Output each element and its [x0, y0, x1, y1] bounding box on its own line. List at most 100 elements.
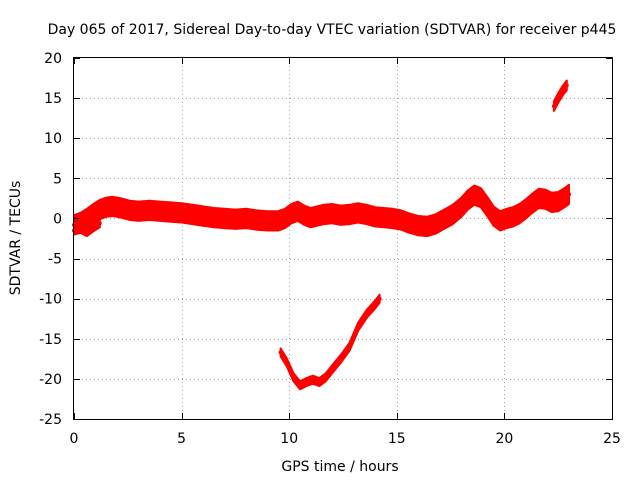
data-point	[104, 205, 109, 210]
data-point	[298, 383, 302, 388]
y-axis-label: SDTVAR / TECUs	[8, 181, 24, 296]
data-point	[330, 367, 335, 372]
data-point	[416, 223, 421, 228]
data-point	[84, 230, 89, 235]
data-point	[289, 211, 294, 216]
data-point	[302, 213, 307, 218]
series-band-main-track	[73, 183, 570, 238]
data-point	[556, 199, 561, 204]
data-point	[78, 220, 83, 225]
data-point	[91, 225, 96, 230]
data-point	[321, 212, 326, 217]
data-point	[347, 212, 352, 217]
data-point	[356, 210, 361, 215]
data-point	[504, 216, 509, 221]
data-point	[330, 211, 335, 216]
data-point	[211, 215, 216, 220]
tick-group: 0 5 10 15 20 25 -25 -20 -15 -10 -5 0 5 10 15 20	[39, 51, 621, 447]
y-tick-label: -25	[39, 412, 62, 428]
data-point	[276, 218, 281, 223]
data-point	[543, 197, 548, 202]
data-point	[442, 217, 447, 222]
y-tick-label: 5	[53, 171, 62, 187]
data-point	[317, 380, 322, 385]
y-tick-label: -15	[39, 332, 62, 348]
y-tick-label: 0	[53, 211, 62, 227]
data-point	[136, 209, 141, 214]
data-point	[356, 324, 361, 329]
data-point	[119, 206, 124, 210]
data-point	[399, 218, 404, 222]
x-tick-label: 5	[177, 431, 186, 447]
x-tick-label: 0	[70, 431, 79, 447]
data-point	[304, 380, 309, 385]
data-point	[315, 214, 320, 218]
data-point	[338, 356, 343, 361]
data-point	[472, 193, 477, 198]
y-tick-label: -5	[48, 252, 62, 268]
data-point	[373, 302, 378, 307]
x-tick-label: 15	[388, 431, 406, 447]
data-point	[517, 211, 522, 216]
x-tick-label: 25	[603, 431, 621, 447]
data-point	[551, 104, 556, 109]
data-point	[485, 204, 490, 209]
data-point	[560, 88, 565, 93]
data-point	[310, 377, 315, 382]
series-band-dip-segment	[279, 293, 381, 391]
data-point	[278, 350, 283, 355]
data-point	[478, 195, 483, 200]
data-point	[364, 212, 369, 217]
data-point	[128, 208, 132, 213]
data-point	[179, 210, 184, 215]
data-point	[564, 83, 569, 88]
x-tick-label: 10	[280, 431, 298, 447]
data-point	[347, 344, 352, 349]
data-point	[511, 214, 515, 219]
data-point	[424, 224, 429, 229]
x-tick-label: 20	[495, 431, 513, 447]
data-point	[373, 214, 378, 219]
data-point	[84, 216, 89, 221]
data-point	[285, 360, 289, 365]
data-point	[407, 221, 412, 226]
data-point	[222, 216, 227, 221]
data-point	[364, 311, 369, 316]
data-point	[91, 211, 96, 216]
chart-title: Day 065 of 2017, Sidereal Day-to-day VTE…	[48, 22, 617, 38]
data-point	[536, 196, 541, 201]
data-point	[323, 375, 328, 380]
data-point	[498, 218, 503, 223]
y-tick-label: -10	[39, 292, 62, 308]
y-tick-label: -20	[39, 372, 62, 388]
y-tick-label: 20	[44, 51, 62, 67]
data-point	[168, 210, 173, 214]
data-point	[530, 201, 535, 206]
series-group	[72, 79, 571, 391]
data-point	[390, 216, 395, 221]
data-point	[147, 208, 152, 213]
data-point	[338, 213, 343, 218]
data-point	[523, 206, 528, 211]
y-tick-label: 10	[44, 131, 62, 147]
data-point	[295, 209, 300, 214]
data-point	[244, 216, 249, 221]
y-tick-label: 15	[44, 91, 62, 107]
data-point	[110, 204, 115, 209]
series-line-late-segment	[552, 84, 568, 107]
data-point	[291, 375, 296, 380]
data-point	[562, 195, 567, 200]
data-point	[97, 221, 102, 226]
data-point	[308, 215, 313, 220]
data-point	[567, 192, 571, 197]
data-point	[265, 218, 270, 223]
data-point	[491, 214, 496, 218]
data-point	[233, 217, 238, 222]
data-point	[377, 296, 382, 301]
series-band-lower-branch	[73, 218, 101, 238]
data-point	[549, 200, 554, 205]
x-axis-label: GPS time / hours	[281, 459, 398, 475]
data-point	[97, 207, 102, 212]
data-point	[158, 209, 163, 214]
